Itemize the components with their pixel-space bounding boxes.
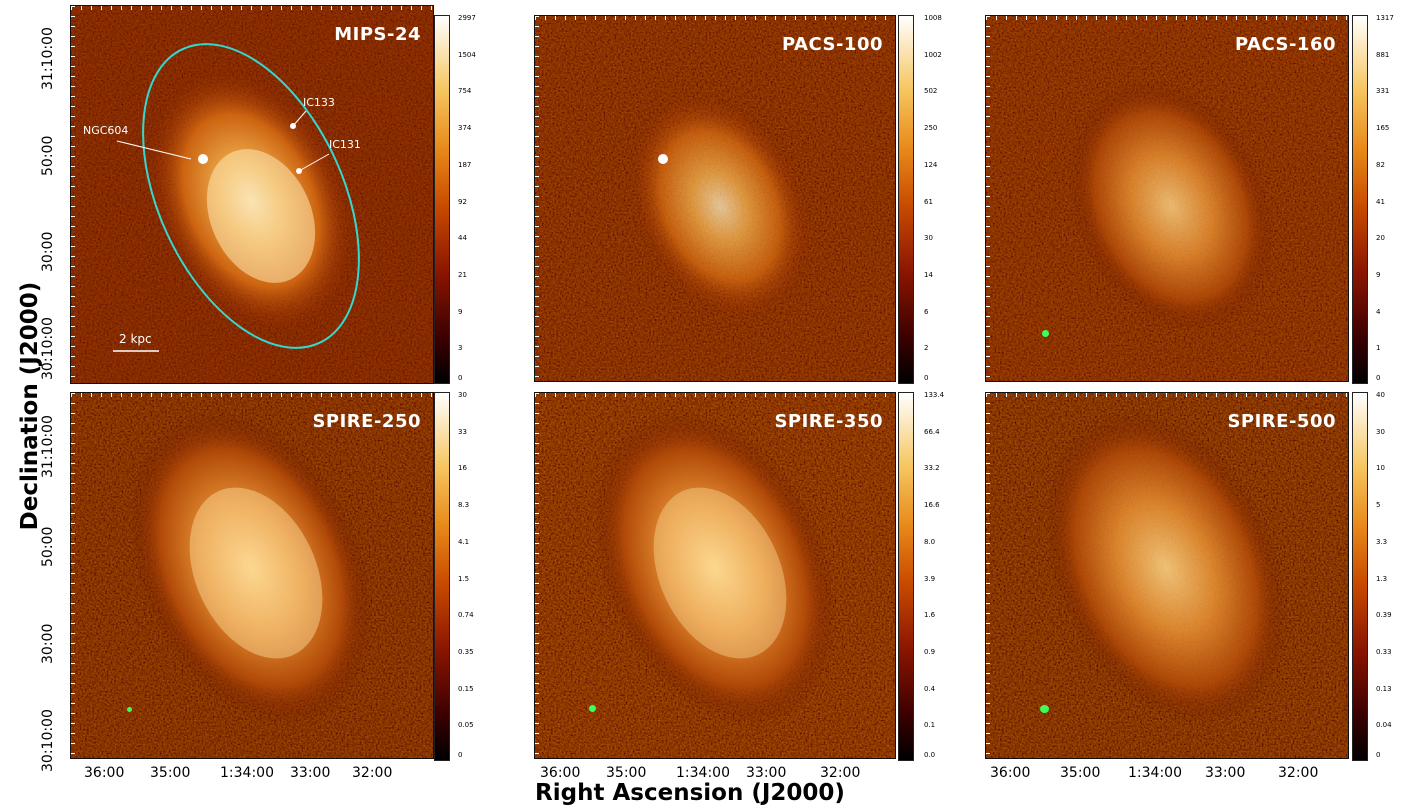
colorbar (434, 15, 450, 384)
ra-tick: 35:00 (1060, 765, 1101, 781)
y-axis-title: Declination (J2000) (17, 281, 43, 531)
panel-spire-250: SPIRE-250 (70, 392, 434, 759)
ra-tick: 32:00 (1278, 765, 1319, 781)
colorbar (434, 392, 450, 761)
beam-marker (589, 705, 596, 712)
panel-pacs-100: PACS-100 (534, 15, 896, 382)
ra-tick: 33:00 (290, 765, 331, 781)
ic133-label: IC133 (303, 96, 335, 109)
dec-tick: 31:10:00 (40, 27, 56, 90)
colorbar (1352, 392, 1368, 761)
ra-tick: 33:00 (746, 765, 787, 781)
ra-tick: 1:34:00 (1128, 765, 1182, 781)
colorbar (898, 15, 914, 384)
panel-pacs-160: PACS-160 (985, 15, 1349, 382)
ellipse-aperture (142, 43, 360, 349)
mips-24-image (71, 6, 433, 383)
ra-tick: 1:34:00 (676, 765, 730, 781)
pacs-160-image (986, 16, 1348, 381)
x-axis-title: Right Ascension (J2000) (535, 780, 845, 806)
ra-tick: 35:00 (150, 765, 191, 781)
colorbar (898, 392, 914, 761)
beam-marker (1040, 705, 1049, 713)
panel-mips-24: MIPS-24 NGC604 IC133 IC131 2 kpc (70, 5, 434, 384)
panel-spire-350: SPIRE-350 (534, 392, 896, 759)
dec-tick: 30:00 (40, 231, 56, 272)
band-label: SPIRE-250 (312, 411, 421, 432)
dec-tick: 30:10:00 (40, 709, 56, 772)
dec-tick: 50:00 (40, 135, 56, 176)
beam-marker (1042, 330, 1049, 337)
band-label: SPIRE-350 (774, 411, 883, 432)
ra-tick: 35:00 (606, 765, 647, 781)
dec-tick: 50:00 (40, 526, 56, 567)
spire-350-image (535, 393, 895, 758)
band-label: SPIRE-500 (1227, 411, 1336, 432)
dec-tick: 30:00 (40, 623, 56, 664)
spire-250-image (71, 393, 433, 758)
band-label: PACS-100 (781, 34, 883, 55)
dec-tick: 31:10:00 (40, 415, 56, 478)
spire-500-image (986, 393, 1348, 758)
ra-tick: 36:00 (84, 765, 125, 781)
pacs-100-image (535, 16, 895, 381)
scale-bar-label: 2 kpc (119, 332, 152, 346)
ra-tick: 32:00 (352, 765, 393, 781)
ic131-label: IC131 (329, 138, 361, 151)
beam-marker (127, 707, 132, 712)
panel-spire-500: SPIRE-500 (985, 392, 1349, 759)
ra-tick: 1:34:00 (220, 765, 274, 781)
band-label: MIPS-24 (334, 24, 421, 45)
ra-tick: 36:00 (540, 765, 581, 781)
band-label: PACS-160 (1234, 34, 1336, 55)
dec-tick: 30:10:00 (40, 317, 56, 380)
ra-tick: 32:00 (820, 765, 861, 781)
ra-tick: 33:00 (1205, 765, 1246, 781)
ra-tick: 36:00 (990, 765, 1031, 781)
ngc604-label: NGC604 (83, 124, 129, 137)
colorbar (1352, 15, 1368, 384)
